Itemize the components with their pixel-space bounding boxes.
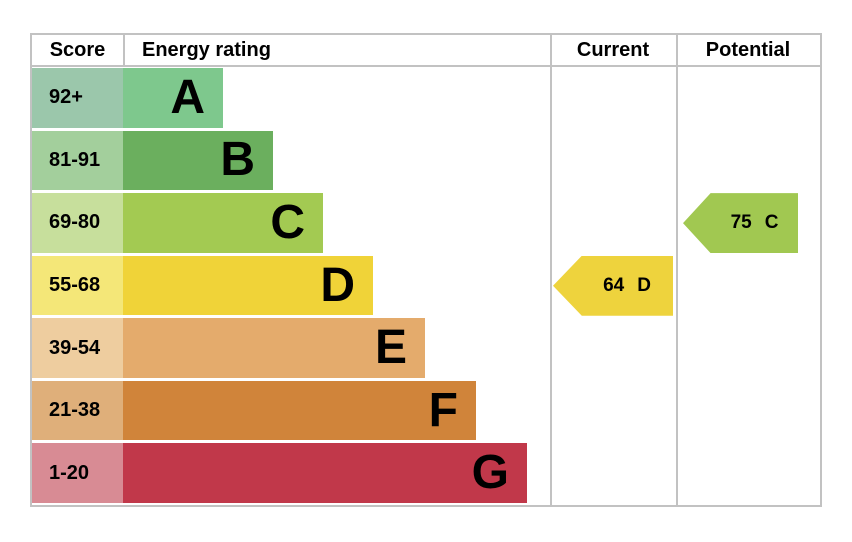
- score-range-cell: 39-54: [32, 318, 123, 378]
- score-range-cell: 1-20: [32, 443, 123, 504]
- potential-rating-letter: C: [764, 212, 779, 234]
- header-score: Score: [49, 38, 106, 61]
- score-range-label: 21-38: [49, 399, 101, 422]
- rating-bar: D: [123, 255, 373, 316]
- current-rating-letter: D: [637, 274, 651, 296]
- band-row-c: 69-80 C: [32, 192, 550, 255]
- score-range-cell: 69-80: [32, 193, 123, 253]
- band-row-d: 55-68 D: [32, 255, 550, 318]
- rating-bar: B: [123, 130, 273, 191]
- score-range-label: 39-54: [49, 336, 101, 359]
- current-rating-value: 64: [603, 274, 625, 296]
- rating-letter: C: [270, 195, 305, 249]
- header-energy-rating: Energy rating: [142, 38, 271, 61]
- score-range-label: 69-80: [49, 211, 101, 234]
- band-row-b: 81-91 B: [32, 130, 550, 193]
- header-divider-line: [32, 65, 820, 67]
- rating-letter: E: [374, 321, 407, 375]
- header-potential: Potential: [705, 38, 791, 61]
- band-row-e: 39-54 E: [32, 317, 550, 380]
- score-range-cell: 21-38: [32, 380, 123, 441]
- score-range-label: 55-68: [49, 274, 101, 297]
- epc-rating-chart: Score Energy rating Current Potential 92…: [30, 33, 822, 507]
- band-row-a: 92+ A: [32, 67, 550, 130]
- rating-letter: G: [471, 446, 509, 500]
- score-range-label: 81-91: [49, 148, 101, 171]
- header-current: Current: [576, 38, 650, 61]
- current-rating-arrow: 64 D: [553, 255, 673, 316]
- rating-bar: G: [123, 443, 527, 504]
- rating-letter: D: [320, 258, 355, 312]
- score-range-cell: 92+: [32, 68, 123, 128]
- band-rows: 92+ A 81-91 B 69-80 C 55-68 D: [32, 67, 550, 505]
- score-range-label: 1-20: [49, 461, 90, 484]
- band-row-f: 21-38 F: [32, 380, 550, 443]
- rating-letter: F: [428, 383, 458, 437]
- rating-bar: F: [123, 380, 476, 441]
- rating-letter: A: [170, 70, 205, 124]
- score-range-cell: 81-91: [32, 130, 123, 191]
- potential-column-divider: [676, 35, 678, 505]
- rating-bar: A: [123, 68, 223, 128]
- chart-header-row: Score Energy rating Current Potential: [32, 35, 820, 65]
- rating-bar: C: [123, 193, 323, 253]
- score-range-cell: 55-68: [32, 255, 123, 316]
- rating-letter: B: [220, 133, 255, 187]
- score-column-divider: [123, 35, 125, 65]
- rating-bar: E: [123, 318, 425, 378]
- potential-rating-arrow: 75 C: [683, 193, 798, 254]
- score-range-label: 92+: [49, 86, 83, 109]
- band-row-g: 1-20 G: [32, 442, 550, 505]
- potential-rating-value: 75: [730, 212, 752, 234]
- current-column-divider: [550, 35, 552, 505]
